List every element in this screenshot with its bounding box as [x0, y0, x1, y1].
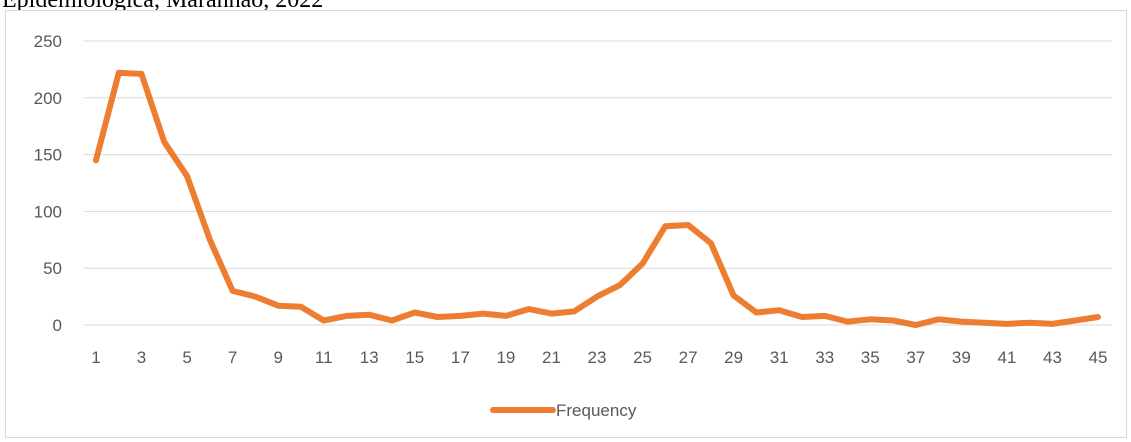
legend-label: Frequency [556, 401, 637, 420]
x-tick-label: 15 [405, 348, 424, 367]
x-tick-label: 21 [542, 348, 561, 367]
figure-title: Epidemiológica, Maranhão, 2022 [2, 0, 324, 13]
chart-area [5, 10, 1127, 438]
x-tick-label: 1 [91, 348, 100, 367]
x-tick-label: 33 [815, 348, 834, 367]
x-tick-label: 7 [228, 348, 237, 367]
legend: Frequency [490, 401, 637, 420]
x-tick-label: 27 [679, 348, 698, 367]
y-tick-label: 250 [34, 32, 62, 51]
x-tick-label: 9 [273, 348, 282, 367]
series-layer [93, 69, 1101, 328]
x-tick-label: 5 [182, 348, 191, 367]
y-tick-label: 200 [34, 89, 62, 108]
x-tick-label: 19 [496, 348, 515, 367]
x-tick-label: 45 [1089, 348, 1108, 367]
x-tick-label: 13 [360, 348, 379, 367]
x-tick-label: 35 [861, 348, 880, 367]
series-line-0 [93, 69, 1101, 328]
y-tick-label: 50 [43, 259, 62, 278]
x-tick-label: 17 [451, 348, 470, 367]
y-axis-ticks: 0 50 100 150 200 250 [34, 32, 62, 335]
x-axis-ticks: 1 3 5 7 9 11 13 15 17 19 21 23 25 27 29 31 33 35 37 39 41 43 4… [91, 348, 1107, 367]
x-tick-label: 39 [952, 348, 971, 367]
x-tick-label: 3 [137, 348, 146, 367]
x-tick-label: 25 [633, 348, 652, 367]
x-tick-label: 29 [724, 348, 743, 367]
x-tick-label: 43 [1043, 348, 1062, 367]
y-tick-label: 150 [34, 146, 62, 165]
y-tick-label: 0 [53, 316, 62, 335]
x-tick-label: 31 [770, 348, 789, 367]
gridlines [84, 40, 1112, 326]
x-tick-label: 11 [315, 348, 333, 367]
x-tick-label: 37 [906, 348, 925, 367]
x-tick-label: 41 [997, 348, 1016, 367]
y-tick-label: 100 [34, 202, 62, 221]
x-tick-label: 23 [588, 348, 607, 367]
